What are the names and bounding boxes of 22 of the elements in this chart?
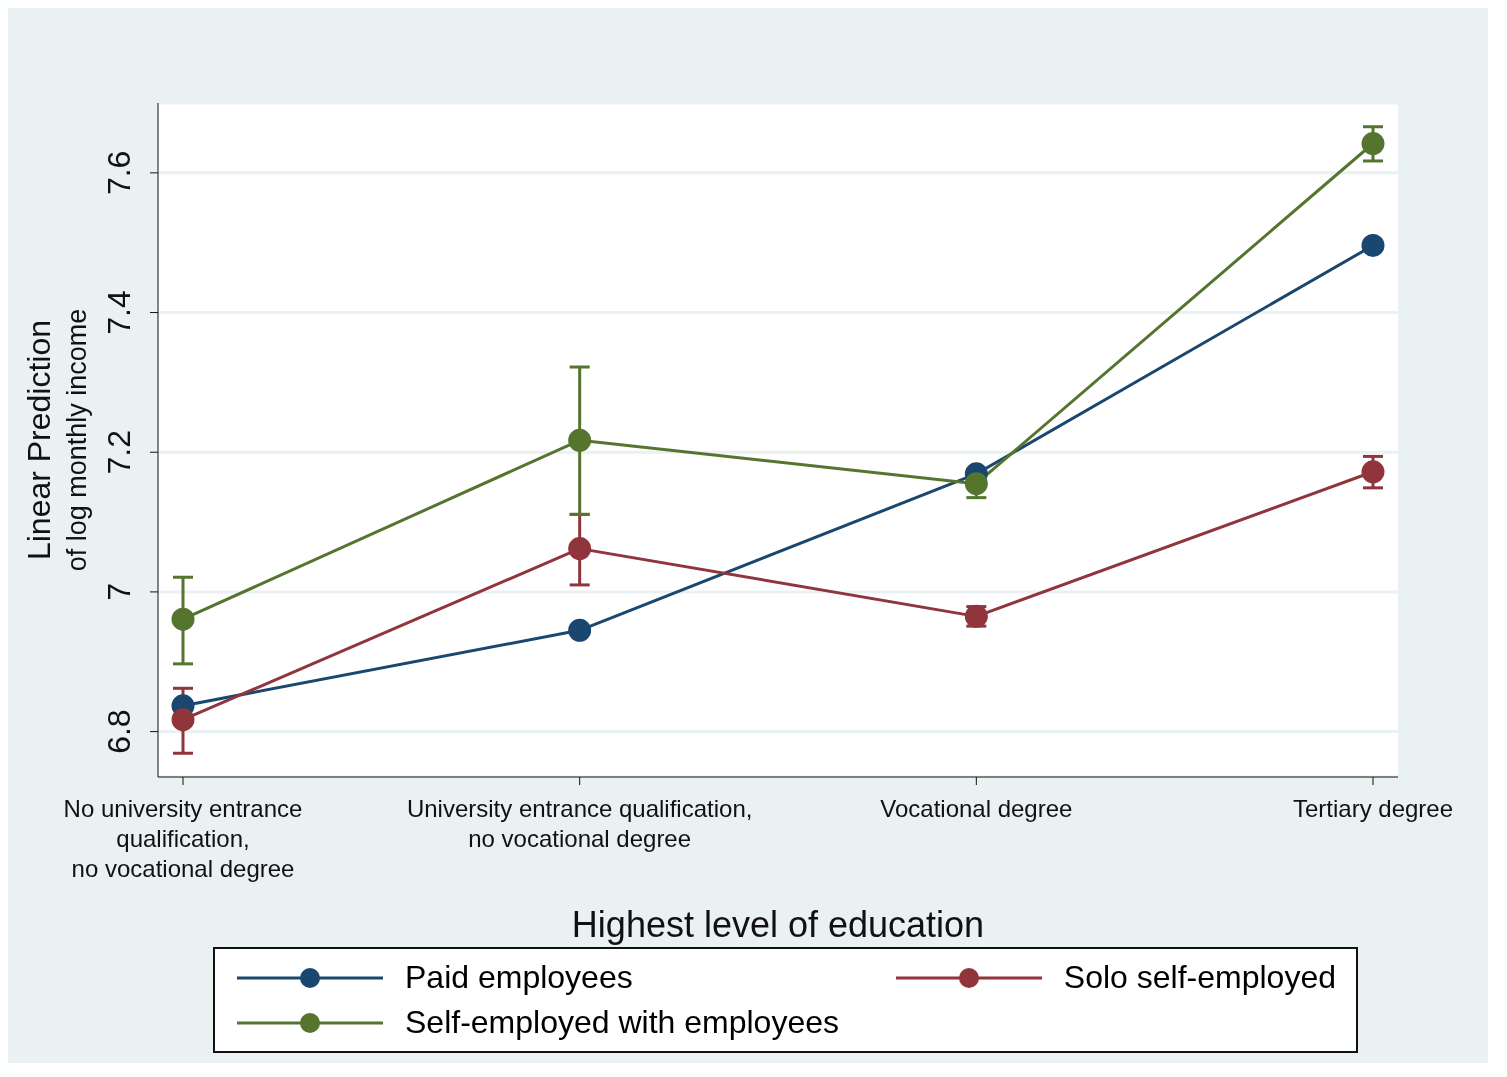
point — [568, 428, 592, 452]
point — [171, 708, 195, 732]
point — [568, 618, 592, 642]
legend-label: Self-employed with employees — [405, 1004, 839, 1041]
point — [1361, 132, 1385, 156]
point — [568, 537, 592, 561]
point — [1361, 460, 1385, 484]
x-tick-label: Vocational degree — [880, 795, 1073, 822]
legend-label: Paid employees — [405, 959, 633, 996]
x-axis-title: Highest level of education — [571, 904, 985, 945]
y-tick-label: 7 — [101, 583, 137, 601]
point — [171, 607, 195, 631]
x-tick-label: University entrance qualification, no vocational degree — [406, 795, 753, 852]
point — [1361, 233, 1385, 257]
y-tick-label: 6.8 — [101, 709, 137, 754]
y-tick-label: 7.4 — [101, 290, 137, 335]
y-tick-label: 7.6 — [101, 150, 137, 196]
legend-label: Solo self-employed — [1063, 959, 1336, 996]
y-tick-label: 7.2 — [101, 429, 137, 475]
x-tick-label: No university entrance qualification, no vocational degree — [63, 795, 303, 882]
y-axis-title: Linear Prediction of log monthly income — [21, 308, 92, 572]
x-tick-label: Tertiary degree — [1292, 795, 1454, 822]
